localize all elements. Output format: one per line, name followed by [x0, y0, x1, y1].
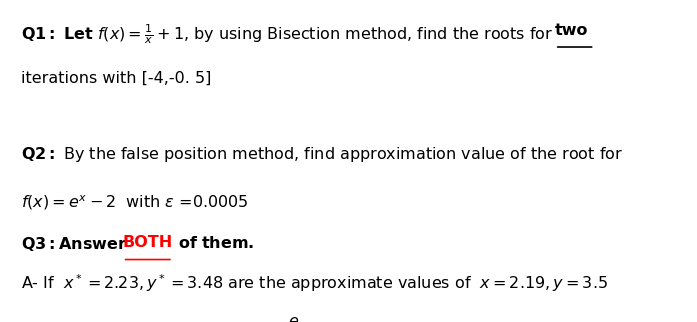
Text: two: two — [555, 23, 588, 38]
Text: $\mathbf{Q3: Answer\ }$: $\mathbf{Q3: Answer\ }$ — [21, 235, 127, 253]
Text: iterations with [-4,-0. 5]: iterations with [-4,-0. 5] — [21, 71, 211, 86]
Text: $f(x) = e^{x} - 2$  with $\varepsilon$ =0.0005: $f(x) = e^{x} - 2$ with $\varepsilon$ =0… — [21, 193, 249, 212]
Text: BOTH: BOTH — [123, 235, 173, 250]
Text: respectively. Evaluate  $\delta_{x,y}$  and  $\dfrac{e_x}{y}$: respectively. Evaluate $\delta_{x,y}$ an… — [21, 316, 307, 322]
Text: $\mathbf{\ of\ them.}$: $\mathbf{\ of\ them.}$ — [173, 235, 254, 251]
Text: $\mathbf{Q2:}$ By the false position method, find approximation value of the roo: $\mathbf{Q2:}$ By the false position met… — [21, 145, 623, 164]
Text: A- If  $x^* = 2.23, y^* = 3.48$ are the approximate values of  $x = 2.19, y = 3.: A- If $x^* = 2.23, y^* = 3.48$ are the a… — [21, 272, 608, 294]
Text: $\mathbf{Q1:}$ $\mathbf{Let}$ $f(x) = \frac{1}{x}+1$, by using Bisection method,: $\mathbf{Q1:}$ $\mathbf{Let}$ $f(x) = \f… — [21, 23, 553, 46]
